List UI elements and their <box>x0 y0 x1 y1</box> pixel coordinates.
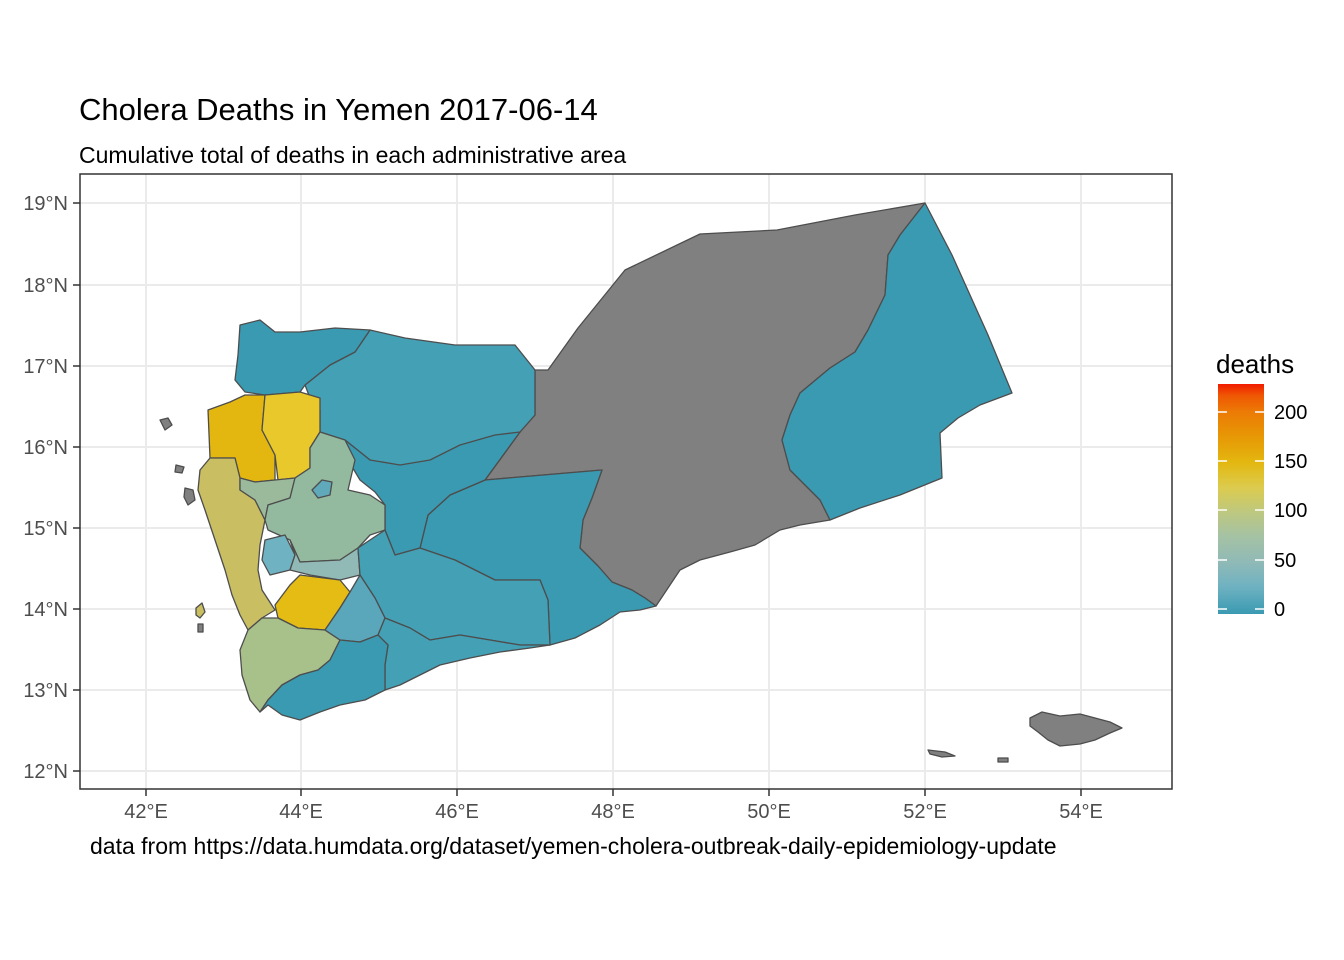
legend-ticks <box>1218 411 1264 610</box>
y-tick-label: 15°N <box>23 518 68 540</box>
x-tick-label: 52°E <box>903 801 947 823</box>
legend-title: deaths <box>1216 349 1295 379</box>
region-sanaa-city <box>311 479 333 499</box>
island-red-sea-2 <box>183 487 196 506</box>
y-tick-label: 13°N <box>23 680 68 702</box>
x-axis-labels: 42°E 44°E 46°E 48°E 50°E 52°E 54°E <box>124 801 1103 823</box>
y-tick-label: 17°N <box>23 356 68 378</box>
y-axis-labels: 12°N 13°N 14°N 15°N 16°N 17°N 18°N 19°N <box>23 193 68 783</box>
island-abd-al-kuri <box>927 749 956 758</box>
x-tick-label: 42°E <box>124 801 168 823</box>
region-east-central <box>344 431 521 556</box>
y-tick-label: 19°N <box>23 193 68 215</box>
legend-label: 0 <box>1274 599 1285 621</box>
x-tick-label: 50°E <box>747 801 791 823</box>
region-lahj <box>259 634 389 721</box>
y-tick-label: 12°N <box>23 761 68 783</box>
legend-label: 200 <box>1274 402 1307 424</box>
region-northwest <box>234 319 371 396</box>
chart-title: Cholera Deaths in Yemen 2017-06-14 <box>79 92 598 127</box>
y-tick-label: 18°N <box>23 275 68 297</box>
legend-label: 50 <box>1274 550 1296 572</box>
island-red-sea-4 <box>197 623 204 633</box>
plot-border <box>79 173 1173 790</box>
island-kamaran <box>195 602 206 619</box>
y-tick-label: 14°N <box>23 599 68 621</box>
region-dhamar <box>289 539 361 581</box>
island-socotra <box>1029 711 1123 747</box>
x-tick-label: 54°E <box>1059 801 1103 823</box>
x-tick-label: 44°E <box>279 801 323 823</box>
island-red-sea-1 <box>159 417 173 431</box>
island-red-sea-3 <box>174 464 185 474</box>
x-tick-label: 46°E <box>435 801 479 823</box>
y-tick-label: 16°N <box>23 437 68 459</box>
x-tick-label: 48°E <box>591 801 635 823</box>
legend-colorbar <box>1218 384 1264 614</box>
legend-labels: 0 50 100 150 200 <box>1274 402 1307 621</box>
legend-label: 150 <box>1274 451 1307 473</box>
region-east <box>781 202 1013 521</box>
chart-caption: data from https://data.humdata.org/datas… <box>90 833 1057 859</box>
legend-label: 100 <box>1274 500 1307 522</box>
axis-ticks <box>73 202 1082 796</box>
chart-subtitle: Cumulative total of deaths in each admin… <box>79 142 627 168</box>
island-small-east <box>997 757 1009 763</box>
